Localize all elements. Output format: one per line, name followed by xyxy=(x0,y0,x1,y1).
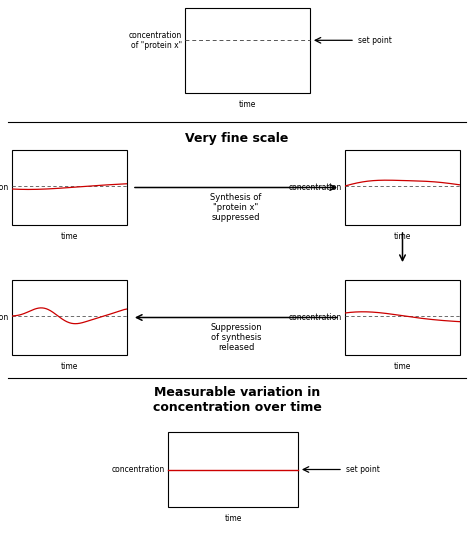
Text: time: time xyxy=(394,232,411,241)
Text: time: time xyxy=(224,514,242,523)
Bar xyxy=(12,280,127,355)
Text: Very fine scale: Very fine scale xyxy=(185,132,289,145)
Bar xyxy=(168,432,298,507)
Text: set point: set point xyxy=(358,36,392,45)
Bar xyxy=(345,280,460,355)
Text: time: time xyxy=(61,362,78,371)
Text: set point: set point xyxy=(346,465,380,474)
Bar xyxy=(12,150,127,225)
Bar xyxy=(345,150,460,225)
Text: time: time xyxy=(394,362,411,371)
Text: Suppression
of synthesis
released: Suppression of synthesis released xyxy=(210,323,262,352)
Text: Measurable variation in
concentration over time: Measurable variation in concentration ov… xyxy=(153,386,321,414)
Text: concentration: concentration xyxy=(112,465,165,474)
Text: concentration: concentration xyxy=(289,183,342,192)
Text: concentration: concentration xyxy=(289,313,342,322)
Bar xyxy=(185,8,310,93)
Text: concentration: concentration xyxy=(0,313,9,322)
Text: Synthesis of
"protein x"
suppressed: Synthesis of "protein x" suppressed xyxy=(210,192,262,222)
Text: concentration
of "protein x": concentration of "protein x" xyxy=(129,30,182,50)
Text: time: time xyxy=(239,100,256,109)
Text: time: time xyxy=(61,232,78,241)
Text: concentration: concentration xyxy=(0,183,9,192)
